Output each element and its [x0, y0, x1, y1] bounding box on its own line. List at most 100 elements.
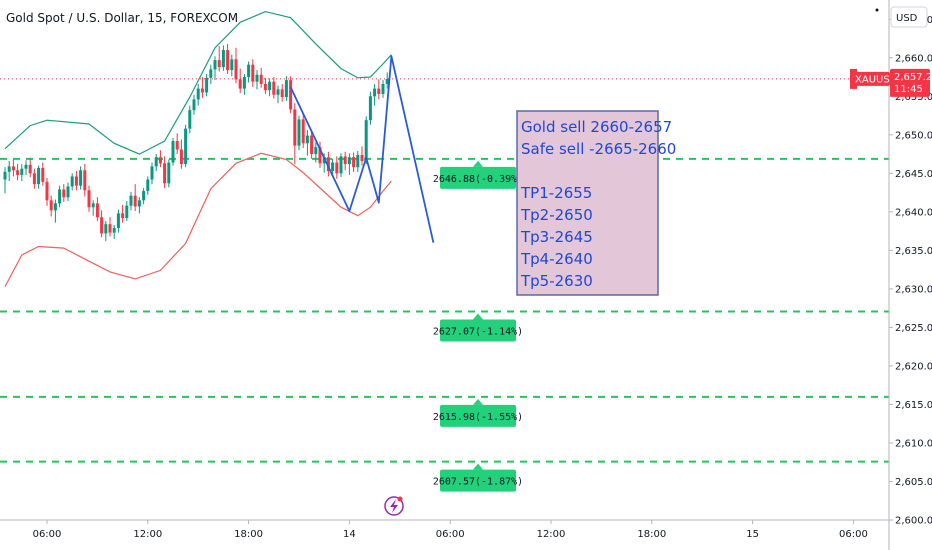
candle-body: [188, 110, 192, 129]
candle: [217, 46, 221, 72]
candle-body: [200, 88, 204, 93]
candle-body: [150, 166, 154, 180]
candle-body: [45, 181, 49, 201]
target-tag-pointer: [473, 160, 483, 167]
candle: [184, 124, 188, 168]
candle: [381, 80, 385, 98]
candle: [209, 64, 213, 84]
candle-body: [255, 74, 259, 82]
candle-body: [11, 166, 15, 171]
candle: [83, 164, 87, 197]
candle: [238, 68, 242, 94]
time-axis-label: 14: [343, 529, 356, 540]
candle: [49, 195, 53, 217]
chart-title: Gold Spot / U.S. Dollar, 15, FOREXCOM: [6, 11, 238, 25]
candle: [263, 77, 267, 94]
candle: [188, 105, 192, 134]
candle-body: [259, 74, 263, 84]
annotation-note[interactable]: Gold sell 2660-2657 Safe sell -2665-2660…: [516, 110, 676, 296]
candle-body: [347, 157, 351, 165]
target-tag: 2646.88(-0.39%): [433, 160, 523, 189]
candle-body: [339, 156, 343, 174]
currency-button[interactable]: USD: [890, 6, 928, 28]
candle: [41, 162, 45, 186]
candle-body: [32, 173, 36, 185]
candle: [129, 191, 133, 211]
candle: [53, 199, 57, 223]
candle-body: [326, 157, 330, 172]
candle: [318, 141, 322, 168]
upper-band-line: [4, 10, 392, 155]
candle: [234, 47, 238, 84]
candle-body: [154, 157, 158, 167]
target-tag-pointer: [473, 313, 483, 320]
candle: [100, 210, 104, 238]
target-lines: [0, 157, 889, 463]
candle: [32, 168, 36, 189]
candle-body: [322, 157, 326, 164]
price-axis-label: 2,620.00: [895, 361, 932, 372]
candle: [121, 204, 125, 223]
candle-body: [356, 154, 360, 168]
candle: [108, 217, 112, 237]
price-tag-box: [890, 68, 930, 97]
candle: [154, 154, 158, 172]
more-dot-icon[interactable]: [875, 8, 879, 12]
candle: [87, 185, 91, 212]
candle-body: [179, 149, 183, 165]
target-tag-label: 2607.57(-1.87%): [433, 477, 523, 488]
candle-body: [297, 119, 301, 146]
candle: [310, 130, 314, 159]
candle-body: [41, 167, 45, 182]
time-axis-label: 15: [746, 529, 759, 540]
candle-body: [205, 77, 209, 93]
target-tag-pointer: [473, 398, 483, 405]
candle-body: [352, 157, 356, 168]
target-tag-box: [440, 469, 516, 492]
time-axis-label: 12:00: [133, 529, 162, 540]
candle: [7, 161, 11, 182]
candle-body: [167, 162, 171, 184]
candle-body: [87, 190, 91, 208]
candle-body: [377, 88, 381, 94]
candle-body: [83, 170, 87, 191]
pattern-zigzag-line: [289, 55, 435, 243]
candle-body: [125, 205, 129, 219]
price-axis-label: 2,610.00: [895, 438, 932, 449]
lightning-icon[interactable]: [384, 496, 404, 516]
candle: [356, 150, 360, 172]
candle-body: [62, 189, 66, 198]
candle-body: [16, 170, 20, 175]
candle-body: [301, 119, 305, 144]
candle-body: [314, 147, 318, 155]
annotation-line-2: Safe sell -2665-2660: [521, 140, 676, 158]
candle-body: [58, 189, 62, 204]
candle: [66, 182, 70, 202]
candle-body: [221, 50, 225, 68]
candle: [284, 76, 288, 101]
candle: [24, 160, 28, 175]
candle-body: [226, 50, 230, 71]
candle-body: [373, 88, 377, 97]
candle: [301, 114, 305, 148]
candle: [70, 173, 74, 191]
annotation-line-5: Tp2-2650: [520, 206, 593, 224]
candle: [373, 83, 377, 106]
candle: [352, 152, 356, 172]
candle-body: [280, 89, 284, 98]
candle: [104, 221, 108, 242]
candle: [91, 200, 95, 216]
candle: [37, 165, 41, 189]
target-labels: 2646.88(-0.39%) 2627.07(-1.14%) 2615.98(-1…: [433, 160, 523, 492]
candle-body: [213, 60, 217, 70]
candle: [167, 159, 171, 188]
candle-body: [91, 203, 95, 208]
candle-body: [247, 64, 251, 78]
candle-body: [129, 195, 133, 206]
price-axis-label: 2,630.00: [895, 284, 932, 295]
currency-button-label: USD: [896, 13, 918, 24]
time-axis[interactable]: 06:00 12:00 18:00 14 06:00 12:00 18:00 15 06:00: [33, 520, 868, 540]
